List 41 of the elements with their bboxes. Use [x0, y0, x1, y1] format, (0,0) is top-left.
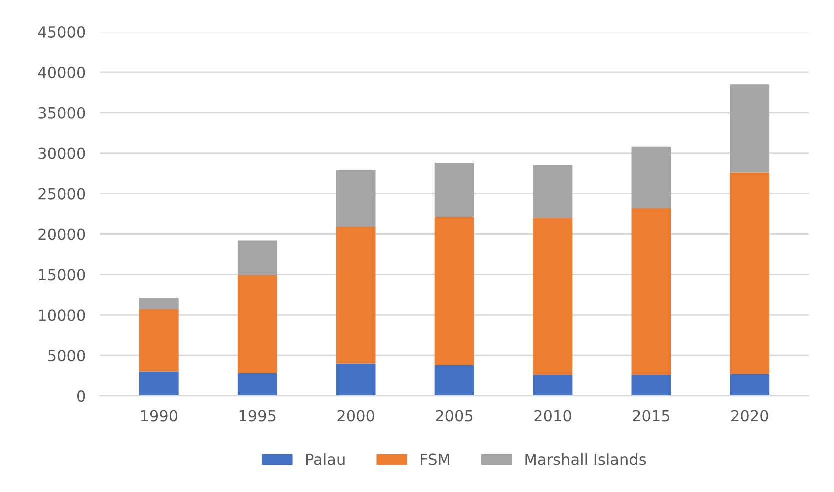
bar [336, 226, 376, 364]
bar [632, 146, 672, 208]
y-tick-label: 10000 [39, 310, 86, 322]
bar [434, 163, 474, 218]
bar [730, 374, 770, 396]
legend-label: Marshall Islands [526, 454, 646, 466]
bar [533, 218, 573, 376]
y-tick-label: 30000 [38, 148, 86, 160]
bar [632, 375, 672, 396]
y-tick-label: 0 [77, 390, 86, 402]
y-tick-label: 40000 [38, 66, 86, 78]
y-tick-label: 35000 [38, 107, 86, 119]
y-tick-label: 15000 [39, 269, 86, 281]
y-tick-label: 45000 [38, 26, 86, 38]
x-tick-label: 2015 [633, 410, 670, 422]
bar [139, 372, 179, 396]
x-tick-label: 2020 [732, 410, 768, 422]
bar [238, 276, 278, 374]
x-tick-label: 2005 [436, 410, 473, 422]
bar [336, 364, 376, 396]
bar [533, 165, 573, 218]
bar [632, 208, 672, 376]
bar [730, 172, 770, 374]
bar [238, 240, 278, 276]
y-tick-label: 25000 [38, 188, 86, 200]
bar [336, 170, 376, 227]
y-tick-label: 5000 [48, 350, 86, 362]
bar [139, 298, 179, 310]
x-tick-label: 1990 [141, 410, 178, 422]
bar [730, 84, 770, 173]
x-tick-label: 2010 [534, 410, 572, 422]
x-tick-label: 1995 [240, 410, 276, 422]
bar [139, 309, 179, 372]
bar [533, 375, 573, 396]
bar [434, 365, 474, 396]
legend-label: FSM [421, 454, 450, 466]
bar [238, 373, 278, 396]
y-tick-label: 20000 [38, 228, 86, 240]
legend-label: Palau [306, 454, 345, 466]
x-tick-label: 2000 [338, 410, 374, 422]
bar [434, 217, 474, 366]
